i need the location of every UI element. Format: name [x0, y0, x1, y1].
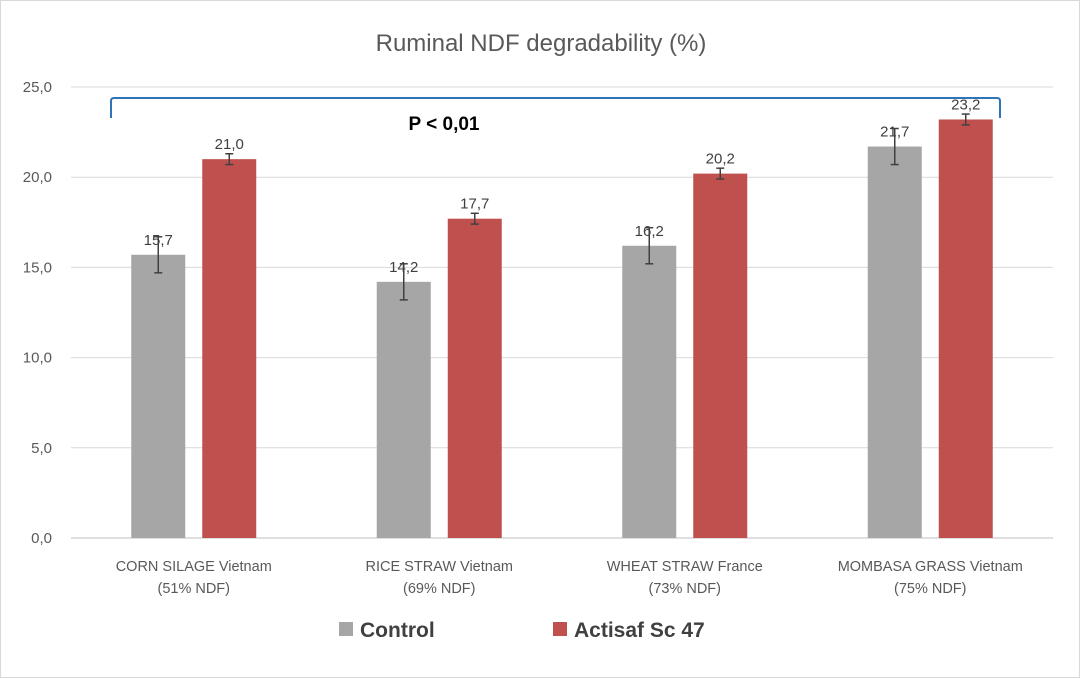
bar-control [376, 281, 431, 538]
bar-actisaf [202, 159, 257, 538]
bar-actisaf [693, 173, 748, 539]
error-bar [470, 212, 479, 225]
data-label: 15,7 [144, 232, 173, 249]
y-tick-label: 5,0 [31, 440, 52, 457]
error-bar [645, 226, 654, 265]
significance-bracket [110, 97, 1001, 118]
data-label: 21,0 [215, 136, 244, 153]
data-label: 20,2 [706, 151, 735, 168]
category-label: CORN SILAGE Vietnam [116, 559, 272, 575]
data-label: 16,2 [635, 223, 664, 240]
y-tick-label: 10,0 [23, 350, 52, 367]
data-label: 14,2 [389, 259, 418, 276]
category-sublabel: (75% NDF) [894, 581, 967, 597]
error-bar [716, 167, 725, 180]
legend-swatch-actisaf [553, 622, 567, 636]
data-labels: 15,7 21,0 14,2 17,7 16,2 20,2 21,7 23,2 [144, 96, 981, 275]
error-bar [225, 152, 234, 166]
y-tick-label: 20,0 [23, 169, 52, 186]
data-label: 23,2 [951, 96, 980, 113]
error-bar [961, 113, 970, 126]
bar-actisaf [447, 218, 502, 538]
bar-actisaf [938, 119, 993, 539]
data-label: 21,7 [880, 124, 909, 141]
error-bar [154, 235, 163, 274]
category-label: MOMBASA GRASS Vietnam [838, 559, 1023, 575]
x-axis-categories: CORN SILAGE Vietnam (51% NDF) RICE STRAW V… [116, 559, 1023, 597]
legend-label-actisaf: Actisaf Sc 47 [574, 619, 705, 642]
category-sublabel: (69% NDF) [403, 581, 476, 597]
category-label: RICE STRAW Vietnam [366, 559, 513, 575]
bar-control [867, 146, 922, 539]
bar-control [622, 245, 677, 538]
significance-annotation: P < 0,01 [110, 97, 1001, 135]
y-tick-label: 25,0 [23, 79, 52, 96]
data-label: 17,7 [460, 196, 489, 213]
error-bars [154, 113, 970, 301]
category-label: WHEAT STRAW France [607, 559, 763, 575]
error-bar [399, 263, 408, 301]
bars [131, 119, 993, 539]
legend-swatch-control [339, 622, 353, 636]
y-tick-label: 0,0 [31, 530, 52, 547]
category-sublabel: (73% NDF) [648, 581, 721, 597]
bar-control [131, 254, 186, 538]
p-value-label: P < 0,01 [409, 114, 480, 135]
legend: Control Actisaf Sc 47 [339, 619, 705, 642]
y-axis-ticks: 0,0 5,0 10,0 15,0 20,0 25,0 [23, 79, 52, 547]
error-bar [890, 127, 899, 166]
category-sublabel: (51% NDF) [157, 581, 230, 597]
legend-label-control: Control [360, 619, 435, 642]
chart-title: Ruminal NDF degradability (%) [376, 30, 707, 57]
y-tick-label: 15,0 [23, 259, 52, 276]
